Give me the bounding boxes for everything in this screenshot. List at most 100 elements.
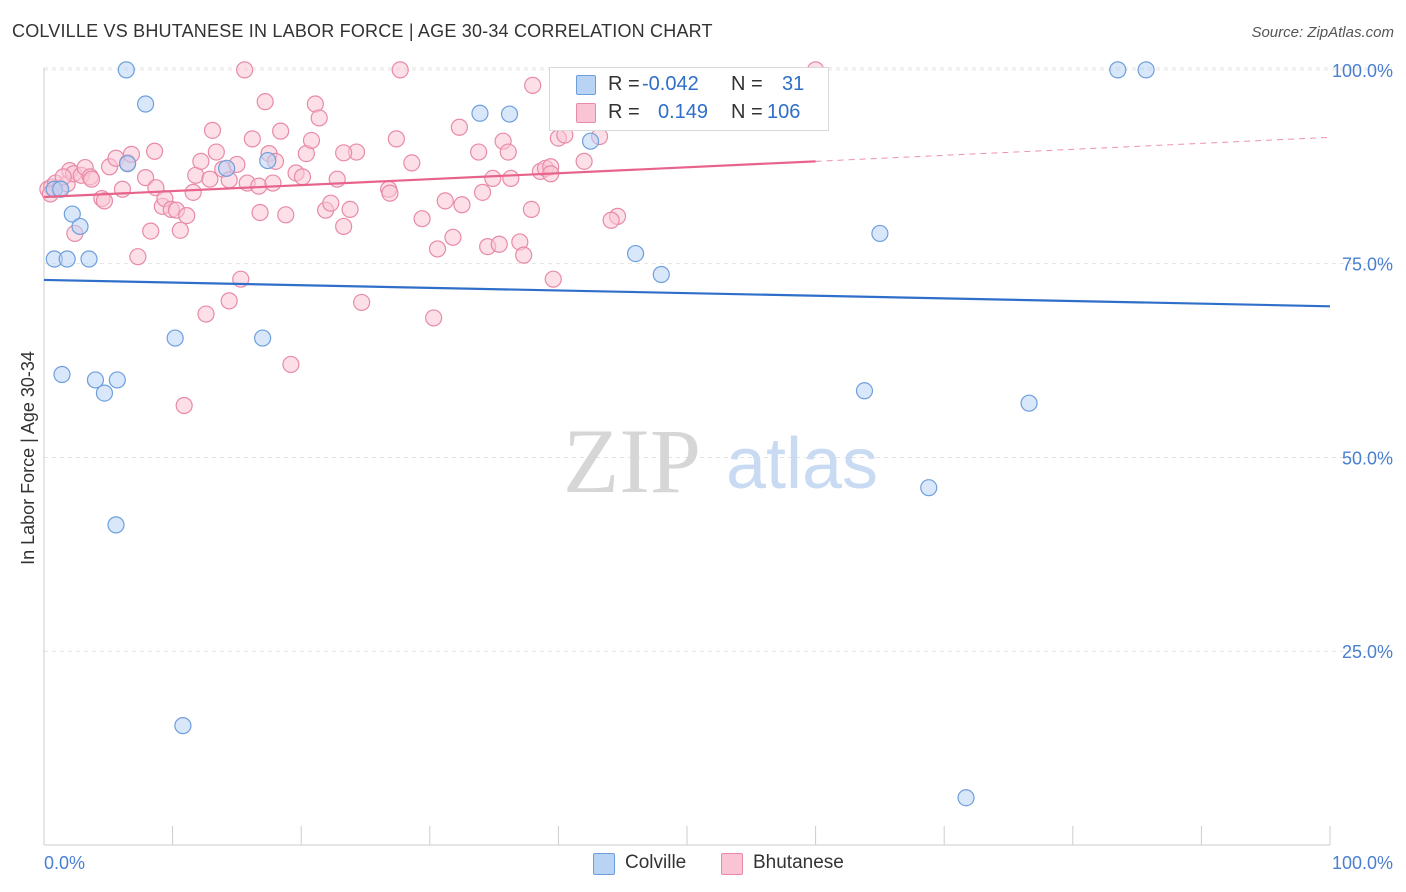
bhutanese-point bbox=[113, 180, 132, 198]
n-label: N = bbox=[731, 101, 763, 123]
colville-point bbox=[118, 155, 137, 173]
colville-point bbox=[95, 384, 114, 402]
bhutanese-point bbox=[251, 203, 269, 222]
colville-point bbox=[581, 132, 600, 150]
bhutanese-point bbox=[413, 210, 431, 228]
colville-point bbox=[626, 244, 645, 263]
colville-point bbox=[871, 224, 889, 243]
colville-point bbox=[174, 717, 192, 735]
colville-point bbox=[80, 250, 98, 268]
bhutanese-swatch bbox=[576, 103, 596, 123]
bhutanese-point bbox=[243, 130, 261, 148]
colville-point bbox=[500, 105, 519, 123]
bhutanese-point bbox=[256, 93, 274, 111]
bhutanese-trend-extension bbox=[815, 136, 1331, 162]
bhutanese-point bbox=[381, 184, 399, 202]
y-tick-label: 100.0% bbox=[1332, 61, 1393, 81]
colville-point bbox=[86, 371, 105, 389]
bhutanese-point bbox=[387, 130, 405, 148]
bhutanese-point bbox=[184, 183, 202, 201]
colville-point bbox=[1109, 61, 1127, 79]
bhutanese-point bbox=[197, 305, 215, 323]
bhutanese-point bbox=[335, 144, 353, 162]
bhutanese-point bbox=[428, 240, 447, 258]
n-value: 31 bbox=[782, 73, 805, 95]
bhutanese-point bbox=[302, 131, 321, 150]
colville-point bbox=[957, 789, 975, 807]
bhutanese-point bbox=[95, 192, 114, 210]
bhutanese-point bbox=[444, 228, 462, 246]
r-value: -0.042 bbox=[642, 73, 699, 95]
colville-point bbox=[218, 159, 236, 177]
colville-swatch bbox=[593, 853, 615, 875]
colville-points bbox=[45, 61, 1155, 807]
r-label: R = bbox=[608, 73, 640, 95]
y-tick-label: 50.0% bbox=[1342, 448, 1393, 468]
bhutanese-point bbox=[207, 143, 225, 161]
bhutanese-point bbox=[136, 169, 155, 187]
watermark-zip: ZIP bbox=[563, 410, 701, 512]
colville-point bbox=[58, 250, 76, 268]
bhutanese-point bbox=[335, 217, 353, 236]
legend-row-bhutanese: R = 0.149 N = 106 bbox=[550, 100, 830, 126]
bhutanese-point bbox=[353, 293, 371, 312]
chart-title: COLVILLE VS BHUTANESE IN LABOR FORCE | A… bbox=[12, 21, 713, 41]
colville-point bbox=[52, 180, 70, 198]
bhutanese-point bbox=[602, 211, 620, 229]
bhutanese-point bbox=[473, 183, 492, 201]
watermark: ZIP atlas bbox=[563, 410, 878, 512]
colville-point bbox=[471, 104, 489, 122]
colville-point bbox=[107, 516, 125, 534]
bhutanese-point bbox=[515, 246, 533, 264]
bhutanese-point bbox=[82, 170, 101, 188]
bhutanese-point bbox=[272, 122, 290, 140]
bhutanese-point bbox=[544, 270, 562, 288]
bhutanese-point bbox=[178, 207, 196, 225]
bhutanese-point bbox=[203, 121, 222, 139]
legend-label: Bhutanese bbox=[753, 852, 844, 873]
y-tick-label: 25.0% bbox=[1342, 642, 1393, 662]
trend-lines bbox=[43, 136, 1331, 308]
bhutanese-point bbox=[236, 61, 254, 79]
colville-point bbox=[117, 61, 135, 79]
correlation-legend: R = -0.042 N = 31 R = 0.149 N = 106 bbox=[549, 67, 829, 131]
colville-swatch bbox=[576, 75, 596, 95]
colville-point bbox=[108, 371, 126, 389]
r-value: 0.149 bbox=[658, 101, 709, 123]
watermark-atlas: atlas bbox=[726, 424, 878, 504]
bhutanese-point bbox=[145, 142, 164, 160]
bhutanese-point bbox=[499, 143, 517, 161]
source-label: Source: ZipAtlas.com bbox=[1251, 24, 1394, 41]
colville-point bbox=[1137, 61, 1155, 79]
bhutanese-point bbox=[142, 222, 160, 240]
bhutanese-swatch bbox=[721, 853, 743, 875]
bhutanese-point bbox=[277, 206, 295, 224]
bhutanese-point bbox=[403, 154, 421, 172]
colville-point bbox=[254, 329, 272, 347]
bhutanese-point bbox=[129, 248, 147, 266]
bhutanese-point bbox=[453, 196, 471, 214]
bhutanese-point bbox=[341, 200, 359, 219]
bhutanese-point bbox=[490, 235, 508, 253]
gridlines bbox=[44, 67, 1393, 652]
legend-row-colville: R = -0.042 N = 31 bbox=[550, 72, 830, 98]
bhutanese-point bbox=[293, 168, 312, 186]
bhutanese-point bbox=[524, 76, 542, 94]
colville-point bbox=[1020, 394, 1038, 412]
colville-point bbox=[259, 151, 277, 170]
bhutanese-point bbox=[522, 200, 540, 219]
bhutanese-point bbox=[436, 192, 454, 210]
bhutanese-point bbox=[201, 170, 219, 188]
bhutanese-point bbox=[264, 174, 282, 192]
axis-labels: In Labor Force | Age 30-34 0.0% 100.0% 2… bbox=[18, 61, 1393, 873]
y-axis-label: In Labor Force | Age 30-34 bbox=[18, 351, 38, 565]
colville-trend-line bbox=[43, 278, 1331, 308]
bhutanese-point bbox=[171, 221, 189, 239]
x-tick-label-max: 100.0% bbox=[1332, 853, 1393, 873]
bhutanese-point bbox=[425, 309, 443, 327]
colville-point bbox=[53, 365, 71, 384]
bhutanese-point bbox=[322, 194, 340, 212]
bhutanese-point bbox=[192, 152, 210, 170]
bhutanese-point bbox=[391, 61, 409, 79]
